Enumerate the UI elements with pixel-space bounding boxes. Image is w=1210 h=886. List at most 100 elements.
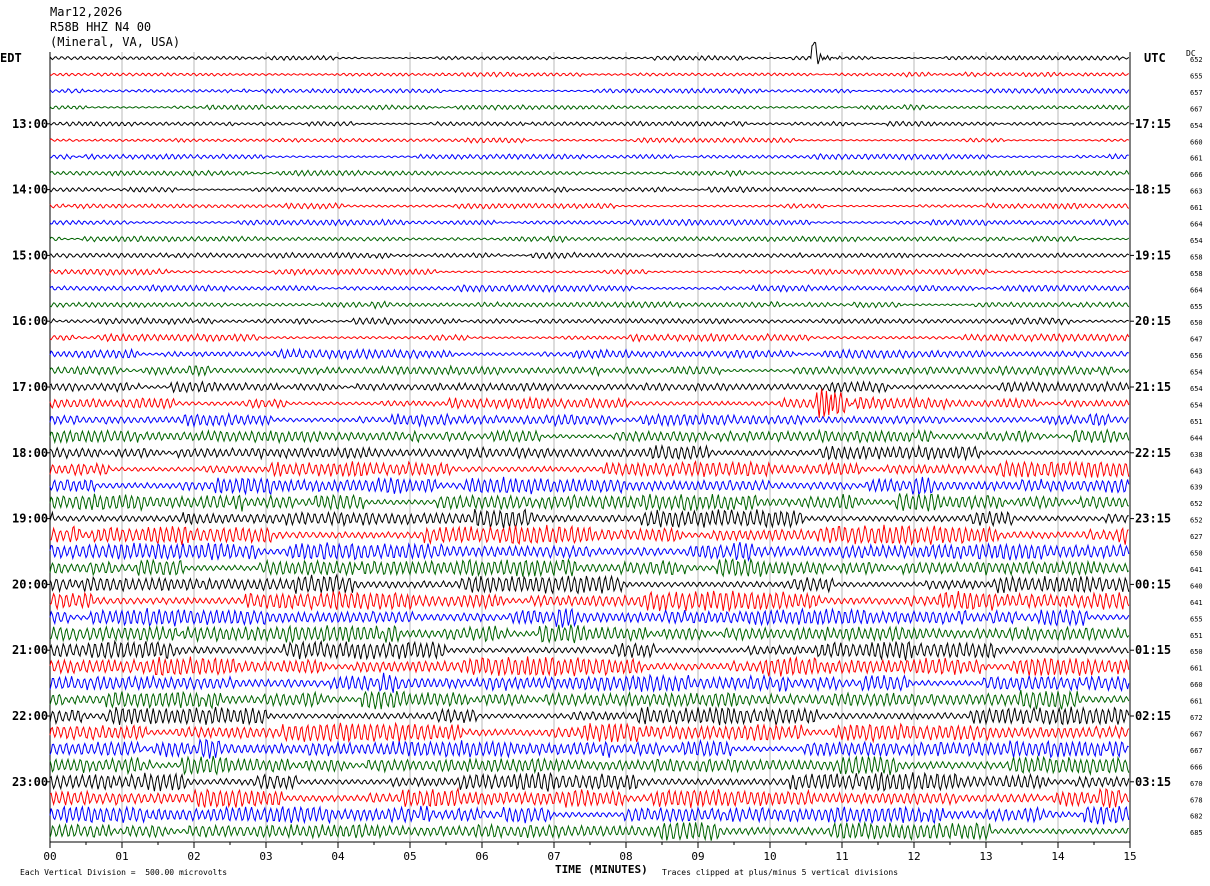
x-tick-label: 12	[907, 850, 920, 863]
right-hour-label: 20:15	[1135, 314, 1171, 328]
dc-offset-label: 664	[1190, 286, 1203, 294]
dc-offset-label: 641	[1190, 599, 1203, 607]
seismic-trace	[49, 201, 1130, 210]
seismic-trace	[49, 573, 1130, 595]
dc-offset-label: 650	[1190, 550, 1203, 558]
dc-offset-label: 658	[1190, 253, 1203, 261]
seismic-trace	[49, 655, 1130, 677]
left-hour-label: 19:00	[12, 512, 48, 526]
clip-note: Traces clipped at plus/minus 5 vertical …	[662, 868, 899, 877]
seismic-trace	[49, 347, 1130, 361]
seismic-trace	[49, 624, 1130, 644]
dc-offset-label: 666	[1190, 763, 1203, 771]
dc-offset-label: 672	[1190, 714, 1203, 722]
seismic-trace	[49, 771, 1130, 792]
left-hour-label: 20:00	[12, 577, 48, 591]
left-hour-label: 17:00	[12, 380, 48, 394]
seismic-trace	[49, 721, 1130, 744]
seismic-trace	[49, 120, 1129, 128]
left-hour-label: 16:00	[12, 314, 48, 328]
scale-note: Each Vertical Division = 500.00 microvol…	[20, 868, 228, 877]
seismic-trace	[49, 300, 1130, 310]
x-tick-label: 06	[475, 850, 488, 863]
dc-offset-label: 655	[1190, 303, 1203, 311]
x-tick-label: 09	[691, 850, 704, 863]
left-timezone-label: EDT	[0, 51, 22, 65]
seismic-trace	[49, 283, 1130, 294]
dc-offset-label: 654	[1190, 237, 1203, 245]
seismic-trace	[49, 639, 1129, 661]
dc-offset-label: 657	[1190, 89, 1203, 97]
left-hour-label: 23:00	[12, 775, 48, 789]
x-tick-label: 13	[979, 850, 992, 863]
seismic-trace	[49, 104, 1130, 111]
seismic-trace	[49, 388, 1130, 418]
dc-offset-label: 652	[1190, 500, 1203, 508]
seismic-trace	[49, 524, 1129, 547]
dc-offset-label: 661	[1190, 204, 1203, 212]
dc-offset-label: 667	[1190, 747, 1203, 755]
x-tick-label: 11	[835, 850, 848, 863]
seismic-trace	[49, 492, 1130, 513]
seismic-trace	[49, 542, 1130, 563]
dc-offset-label: 654	[1190, 401, 1203, 409]
x-tick-label: 08	[619, 850, 632, 863]
seismic-trace	[49, 71, 1130, 78]
x-tick-label: 03	[259, 850, 272, 863]
seismic-trace	[49, 364, 1130, 378]
header-station: R58B HHZ N4 00	[50, 20, 152, 34]
dc-offset-label: 682	[1190, 813, 1203, 821]
seismic-trace	[49, 87, 1130, 95]
seismic-trace	[49, 316, 1129, 326]
dc-offset-label: 643	[1190, 467, 1203, 475]
dc-offset-label: 661	[1190, 698, 1203, 706]
seismic-trace	[49, 218, 1129, 227]
x-tick-label: 15	[1123, 850, 1136, 863]
right-hour-label: 17:15	[1135, 117, 1171, 131]
left-hour-label: 14:00	[12, 183, 48, 197]
x-tick-label: 02	[187, 850, 200, 863]
right-hour-label: 00:15	[1135, 577, 1171, 591]
seismic-trace	[49, 169, 1130, 178]
dc-offset-label: 654	[1190, 385, 1203, 393]
header-location: (Mineral, VA, USA)	[50, 35, 181, 49]
right-hour-label: 01:15	[1135, 643, 1171, 657]
x-tick-label: 04	[331, 850, 345, 863]
right-hour-label: 18:15	[1135, 183, 1171, 197]
right-hour-label: 02:15	[1135, 709, 1171, 723]
left-hour-label: 13:00	[12, 117, 48, 131]
dc-offset-label: 654	[1190, 369, 1203, 377]
dc-offset-label: 639	[1190, 484, 1203, 492]
x-tick-label: 00	[43, 850, 56, 863]
left-hour-label: 15:00	[12, 248, 48, 262]
dc-offset-label: 658	[1190, 270, 1203, 278]
dc-offset-label: 667	[1190, 105, 1203, 113]
dc-offset-label: 641	[1190, 566, 1203, 574]
x-tick-label: 05	[403, 850, 416, 863]
seismic-trace	[49, 251, 1130, 260]
dc-offset-label: 650	[1190, 319, 1203, 327]
dc-offset-label: 654	[1190, 122, 1203, 130]
seismic-trace	[49, 607, 1130, 628]
dc-offset-label: 655	[1190, 615, 1203, 623]
dc-offset-label: 651	[1190, 418, 1203, 426]
seismic-trace	[50, 152, 1129, 161]
dc-offset-label: 664	[1190, 221, 1203, 229]
dc-offset-label: 666	[1190, 171, 1203, 179]
right-hour-label: 19:15	[1135, 248, 1171, 262]
dc-offset-label: 640	[1190, 582, 1203, 590]
seismic-trace	[49, 136, 1130, 144]
seismic-trace	[49, 428, 1130, 445]
seismic-trace	[49, 786, 1130, 809]
dc-offset-label: 647	[1190, 336, 1203, 344]
dc-offset-label: 660	[1190, 681, 1203, 689]
right-hour-label: 22:15	[1135, 446, 1171, 460]
dc-offset-label: 656	[1190, 352, 1203, 360]
dc-offset-label: 661	[1190, 665, 1203, 673]
dc-offset-label: 661	[1190, 155, 1203, 163]
seismic-trace	[49, 459, 1130, 479]
dc-offset-label: 627	[1190, 533, 1203, 541]
x-tick-label: 14	[1051, 850, 1065, 863]
seismic-trace	[49, 332, 1130, 343]
seismic-trace	[49, 508, 1129, 530]
